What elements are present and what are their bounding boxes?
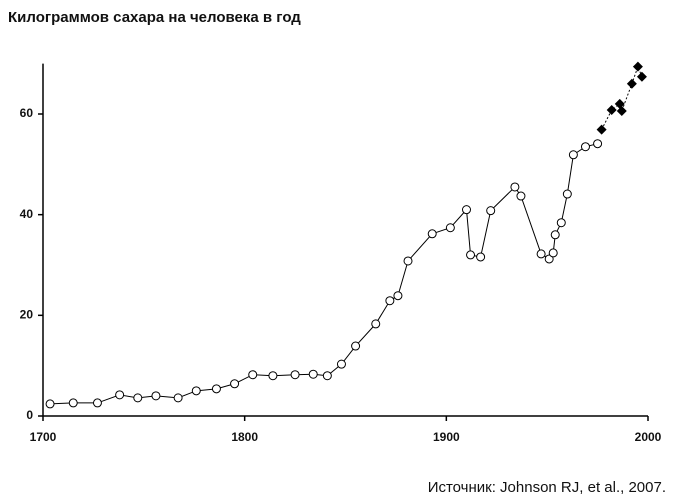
circle-point bbox=[115, 390, 125, 400]
circle-point bbox=[45, 399, 55, 409]
circle-point bbox=[268, 371, 278, 381]
circle-point bbox=[510, 182, 520, 192]
x-tick-label: 1900 bbox=[433, 430, 460, 444]
x-tick-label: 1700 bbox=[30, 430, 57, 444]
diamond-point bbox=[616, 105, 627, 116]
chart-title: Килограммов сахара на человека в год bbox=[8, 9, 301, 26]
circle-point bbox=[173, 393, 183, 403]
circle-point bbox=[536, 249, 546, 259]
diamond-point bbox=[606, 104, 617, 115]
circle-point bbox=[462, 205, 471, 215]
circle-point bbox=[548, 248, 558, 258]
circle-point bbox=[580, 142, 590, 152]
circle-point bbox=[466, 250, 476, 260]
circle-point bbox=[445, 223, 455, 233]
circle-point bbox=[133, 393, 143, 403]
circle-point bbox=[211, 384, 221, 394]
diamond-point bbox=[614, 98, 625, 109]
circle-point bbox=[486, 206, 496, 216]
circle-point bbox=[290, 370, 300, 380]
circle-point bbox=[403, 256, 413, 266]
circle-point bbox=[427, 229, 437, 239]
circle-point bbox=[371, 319, 381, 329]
diamond-point bbox=[596, 124, 607, 135]
circle-point bbox=[550, 230, 560, 240]
circle-point bbox=[544, 254, 554, 264]
y-tick-label: 20 bbox=[20, 308, 34, 322]
diamond-point bbox=[632, 61, 643, 72]
y-tick-label: 0 bbox=[26, 408, 33, 422]
circle-point bbox=[336, 359, 346, 369]
circle-point bbox=[385, 296, 395, 306]
circle-point bbox=[248, 370, 258, 380]
circle-point bbox=[308, 369, 318, 379]
circle-point bbox=[568, 150, 578, 160]
circle-point bbox=[230, 379, 240, 389]
circle-point bbox=[92, 398, 102, 408]
diamond-point bbox=[636, 71, 647, 82]
y-tick-label: 40 bbox=[20, 207, 34, 221]
x-tick-label: 1800 bbox=[231, 430, 258, 444]
circle-point bbox=[562, 189, 572, 199]
circle-point bbox=[393, 291, 403, 301]
circle-point bbox=[68, 398, 78, 408]
circle-point bbox=[556, 218, 566, 228]
x-tick-label: 2000 bbox=[635, 430, 662, 444]
source-note: Источник: Johnson RJ, et al., 2007. bbox=[428, 479, 666, 496]
circle-point bbox=[351, 341, 361, 351]
circle-point bbox=[322, 371, 332, 381]
y-tick-label: 60 bbox=[20, 106, 34, 120]
circle-point bbox=[593, 139, 603, 149]
circle-point bbox=[191, 386, 201, 396]
circle-point bbox=[151, 391, 161, 401]
circle-point bbox=[476, 252, 486, 262]
diamond-point bbox=[626, 78, 637, 89]
circle-point bbox=[516, 191, 526, 201]
data-line bbox=[601, 65, 643, 130]
